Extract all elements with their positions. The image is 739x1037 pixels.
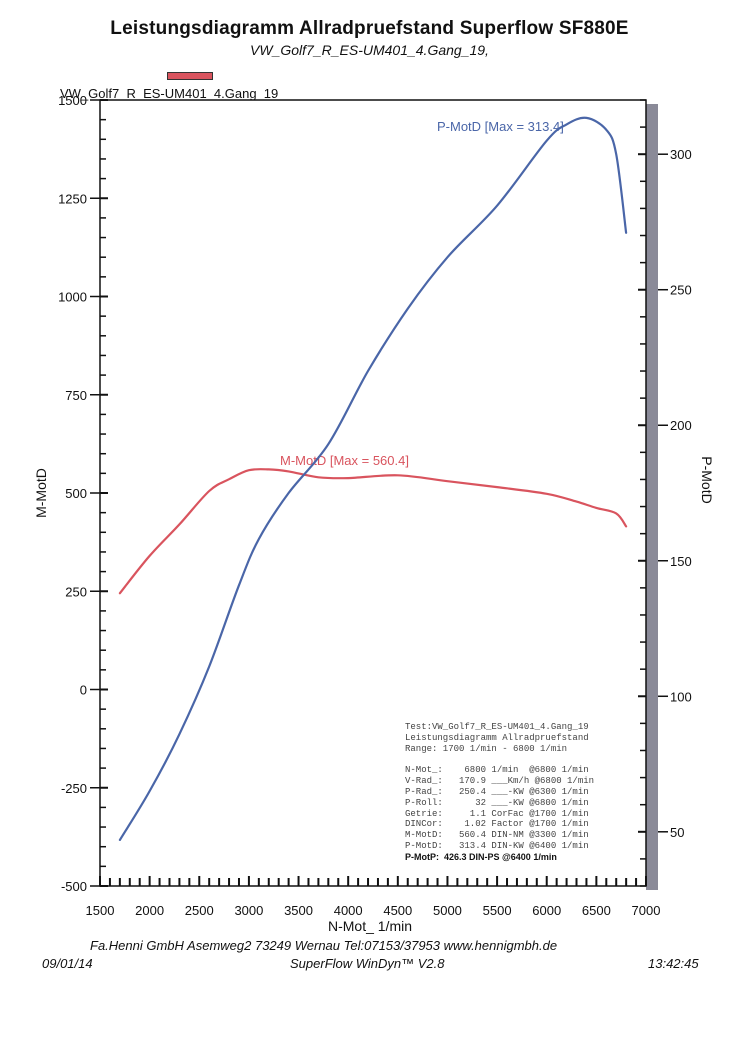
y-right-tick-label: 50	[670, 825, 684, 840]
legend-label: VW_Golf7_R_ES-UM401_4.Gang_19	[60, 86, 279, 101]
info-summary: P-MotP: 426.3 DIN-PS @6400 1/min	[405, 851, 557, 862]
y-left-tick-label: -250	[61, 781, 87, 796]
x-tick-label: 6500	[582, 903, 611, 918]
footer-date: 09/01/14	[42, 956, 93, 971]
y-left-tick-label: 0	[80, 683, 87, 698]
x-tick-label: 4000	[334, 903, 363, 918]
info-line-2: Leistungsdiagramm Allradpruefstand	[405, 732, 589, 743]
y-left-tick-label: 250	[65, 584, 87, 599]
y-right-tick-label: 150	[670, 554, 692, 569]
series-label-p-motd: P-MotD [Max = 313.4]	[437, 119, 564, 134]
y-right-tick-label: 100	[670, 689, 692, 704]
x-tick-label: 3500	[284, 903, 313, 918]
y-left-tick-label: 500	[65, 486, 87, 501]
x-axis-title: N-Mot_ 1/min	[328, 918, 412, 934]
y-left-tick-label: 1250	[58, 191, 87, 206]
x-tick-label: 3000	[234, 903, 263, 918]
chart-title: Leistungsdiagramm Allradpruefstand Super…	[110, 18, 629, 39]
footer-software: SuperFlow WinDyn™ V2.8	[290, 956, 445, 971]
right-frame-shadow	[646, 104, 658, 890]
y-left-tick-label: -500	[61, 879, 87, 894]
info-line-1: Test:VW_Golf7_R_ES-UM401_4.Gang_19	[405, 722, 589, 732]
y-right-tick-label: 300	[670, 147, 692, 162]
y-right-tick-label: 250	[670, 283, 692, 298]
series-label-m-motd: M-MotD [Max = 560.4]	[280, 453, 409, 468]
x-tick-label: 1500	[86, 903, 115, 918]
label-layer: 1500 2000 2500 3000 3500 4000 4500 5000 5500 6000…	[58, 93, 692, 918]
x-tick-label: 5500	[483, 903, 512, 918]
series-line-m-motd	[118, 468, 628, 595]
series-line-p-motd	[118, 116, 628, 841]
y-left-tick-label: 1000	[58, 290, 87, 305]
footer-company: Fa.Henni GmbH Asemweg2 73249 Wernau Tel:…	[90, 938, 558, 953]
y-left-tick-label: 750	[65, 388, 87, 403]
info-row: Getrie: 1.1 CorFac @1700 1/min	[405, 808, 589, 819]
plot-area	[99, 99, 647, 887]
info-row: N-Mot_: 6800 1/min @6800 1/min	[405, 765, 589, 776]
legend-swatch	[167, 72, 213, 80]
info-row: P-Roll: 32 ___-KW @6800 1/min	[405, 797, 589, 808]
tick-layer	[90, 99, 668, 887]
info-line-3: Range: 1700 1/min - 6800 1/min	[405, 743, 568, 754]
y-right-tick-label: 200	[670, 418, 692, 433]
x-tick-label: 6000	[532, 903, 561, 918]
y-right-axis-title: P-MotD	[699, 456, 715, 503]
chart-subtitle: VW_Golf7_R_ES-UM401_4.Gang_19,	[250, 42, 489, 58]
info-row: V-Rad_: 170.9 ___Km/h @6800 1/min	[405, 776, 595, 787]
info-row: P-Rad_: 250.4 ___-KW @6300 1/min	[405, 786, 589, 797]
y-left-tick-label: 1500	[58, 93, 87, 108]
x-tick-label: 5000	[433, 903, 462, 918]
footer-time: 13:42:45	[648, 956, 699, 971]
y-left-axis-title: M-MotD	[33, 468, 49, 518]
series-layer: M-MotD [Max = 560.4] P-MotD [Max = 313.4]	[118, 116, 628, 841]
x-tick-label: 2500	[185, 903, 214, 918]
info-row: DINCor: 1.02 Factor @1700 1/min	[405, 819, 589, 830]
x-tick-label: 7000	[632, 903, 661, 918]
x-tick-label: 4500	[383, 903, 412, 918]
info-row: M-MotD: 560.4 DIN-NM @3300 1/min	[405, 830, 589, 841]
info-box: Test:VW_Golf7_R_ES-UM401_4.Gang_19 Leistu…	[405, 722, 635, 863]
x-tick-label: 2000	[135, 903, 164, 918]
info-row: P-MotD: 313.4 DIN-KW @6400 1/min	[405, 840, 589, 851]
